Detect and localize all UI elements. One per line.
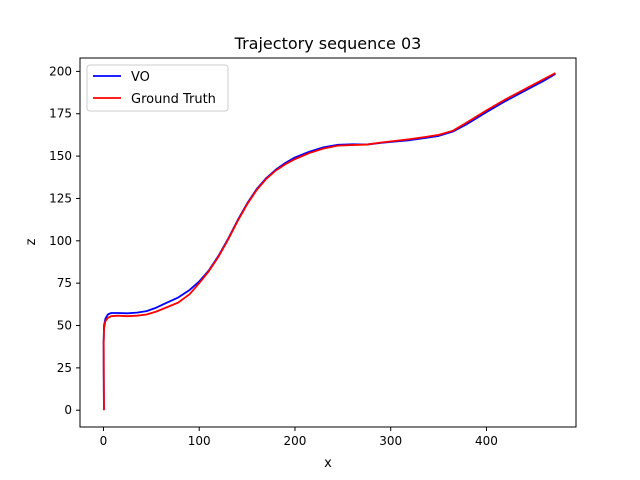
series-line-ground-truth <box>102 72 556 411</box>
y-tick-label: 175 <box>49 107 72 121</box>
x-axis-label: x <box>324 456 332 471</box>
y-tick-label: 25 <box>57 361 72 375</box>
x-axis-ticks: 0 100 200 300 400 <box>100 427 498 448</box>
plot-background <box>80 58 576 427</box>
plot-frame <box>79 57 577 428</box>
y-axis-ticks: 0 25 50 75 100 125 150 175 200 <box>49 64 80 417</box>
y-tick-label: 125 <box>49 191 72 205</box>
plot-area <box>79 57 577 428</box>
series-layer <box>102 72 556 411</box>
legend: VO Ground Truth <box>86 64 229 112</box>
x-tick-label: 100 <box>188 434 211 448</box>
legend-label-vo: VO <box>131 70 150 85</box>
y-tick-label: 75 <box>57 276 72 290</box>
y-tick-label: 150 <box>49 149 72 163</box>
legend-box <box>86 64 229 112</box>
x-tick-label: 400 <box>475 434 498 448</box>
legend-label-ground-truth: Ground Truth <box>131 92 216 107</box>
y-tick-label: 200 <box>49 64 72 78</box>
y-axis-label: z <box>24 238 39 245</box>
y-tick-label: 50 <box>57 319 72 333</box>
x-tick-label: 200 <box>284 434 307 448</box>
x-tick-label: 0 <box>100 434 108 448</box>
y-tick-label: 0 <box>64 403 72 417</box>
x-tick-label: 300 <box>379 434 402 448</box>
chart-title: Trajectory sequence 03 <box>234 34 422 53</box>
y-tick-label: 100 <box>49 234 72 248</box>
